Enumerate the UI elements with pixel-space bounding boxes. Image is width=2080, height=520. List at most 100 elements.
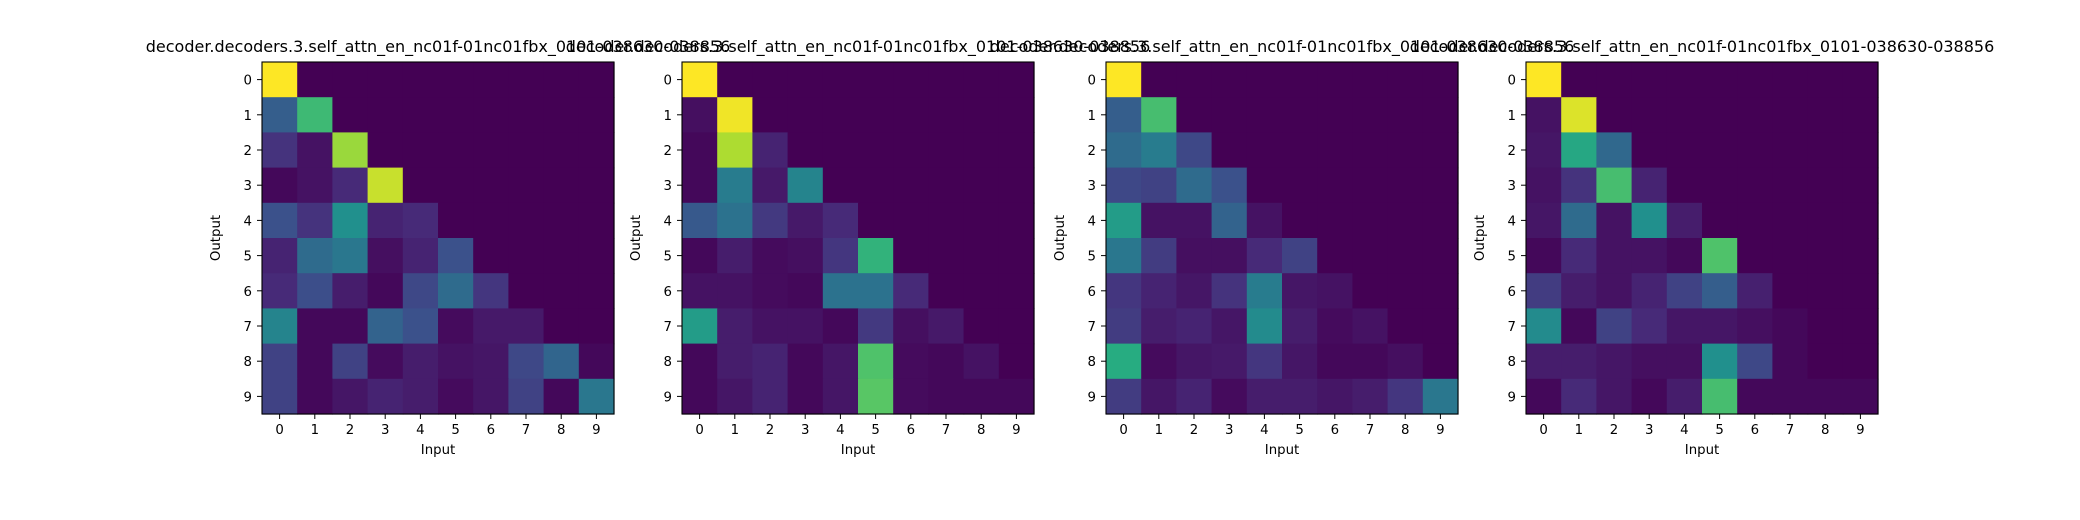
heatmap-cell [717,202,753,239]
y-tick-label: 1 [664,109,672,124]
heatmap-cell [1211,62,1248,98]
heatmap-cell [1631,308,1668,345]
heatmap-cell [1422,97,1459,133]
heatmap-cell [1246,132,1283,169]
heatmap-cell [1352,238,1389,274]
heatmap-cell [1561,97,1597,133]
y-tick-label: 4 [244,214,252,229]
heatmap-cell [1666,238,1703,274]
y-tick-label: 6 [244,285,252,300]
heatmap-cell [578,378,615,415]
heatmap-cell [822,132,859,169]
heatmap-cell [893,62,929,98]
heatmap-cell [1842,308,1879,345]
x-tick-label: 0 [275,423,283,438]
heatmap-cell [787,273,824,309]
heatmap-cell [717,343,753,380]
heatmap-cell [1422,238,1459,274]
heatmap-cell [1387,343,1424,380]
heatmap-cell [752,167,789,204]
heatmap-cell [1352,167,1389,204]
heatmap-cell [578,308,615,345]
y-tick-label: 2 [1508,144,1516,159]
heatmap-cell [262,202,298,239]
y-axis-label: Output [629,215,644,261]
heatmap-cell [262,343,298,380]
x-tick-label: 2 [1190,423,1198,438]
y-tick-label: 8 [664,355,672,370]
heatmap-cell [1526,343,1562,380]
heatmap-cell [1422,132,1459,169]
heatmap-cell [928,62,965,98]
heatmap-cell [1596,97,1633,133]
heatmap-cell [1526,238,1562,274]
heatmap-cell [438,132,474,169]
heatmap-cell [1106,343,1142,380]
heatmap-cell [1702,167,1738,204]
heatmap-cell [1246,62,1283,98]
heatmap-cell [998,308,1035,345]
heatmap-cell [822,202,859,239]
x-tick-label: 3 [801,423,809,438]
heatmap-cell [438,202,474,239]
heatmap-cell [1561,378,1597,415]
heatmap-cell [752,343,789,380]
heatmap-cell [1422,273,1459,309]
heatmap-cell [1282,202,1318,239]
heatmap-cell [332,132,369,169]
heatmap-cell [1246,378,1283,415]
heatmap-cell [1596,343,1633,380]
heatmap-cell [1282,62,1318,98]
y-tick-label: 2 [244,144,252,159]
heatmap-cell [1596,308,1633,345]
heatmap-cell [858,378,894,415]
x-tick-label: 2 [346,423,354,438]
heatmap-cell [1666,167,1703,204]
heatmap-cell [262,273,298,309]
y-tick-label: 1 [1088,109,1096,124]
heatmap-cell [1317,97,1353,133]
heatmap-cell [1106,308,1142,345]
x-tick-label: 7 [1366,423,1374,438]
heatmap-cell [1176,343,1213,380]
heatmap-cell [1737,132,1773,169]
heatmap-cell [928,202,965,239]
heatmap-cell [1282,343,1318,380]
heatmap-cell [1246,308,1283,345]
heatmap-cell [998,167,1035,204]
heatmap-cell [1526,273,1562,309]
heatmap-cell [682,167,718,204]
heatmap-cell [752,132,789,169]
heatmap-cell [1282,97,1318,133]
plot-frame [1105,61,1459,415]
heatmap-cell [1211,378,1248,415]
heatmap-cell [928,378,965,415]
heatmap-cell [682,273,718,309]
x-tick-label: 7 [1786,423,1794,438]
heatmap-cell [1842,378,1879,415]
heatmap-cell [578,62,615,98]
heatmap-cell [1387,238,1424,274]
heatmap-cell [473,378,509,415]
heatmap-cell [1352,273,1389,309]
heatmap-cell [297,167,333,204]
heatmap-cell [1842,202,1879,239]
heatmap-cell [1352,308,1389,345]
heatmap-cell [402,167,439,204]
x-tick-label: 8 [1821,423,1829,438]
heatmap-cell [1176,132,1213,169]
heatmap-cell [508,273,545,309]
heatmap-cell [1352,97,1389,133]
heatmap-cell [543,308,580,345]
heatmap-cell [787,97,824,133]
heatmap-cell [1352,62,1389,98]
heatmap-cell [543,202,580,239]
heatmap-cell [1666,132,1703,169]
heatmap-cell [822,167,859,204]
heatmap-cell [578,132,615,169]
y-tick-label: 4 [664,214,672,229]
heatmap-cell [682,62,718,98]
heatmap-cell [1526,378,1562,415]
heatmap-cell [262,238,298,274]
heatmap-cell [543,132,580,169]
